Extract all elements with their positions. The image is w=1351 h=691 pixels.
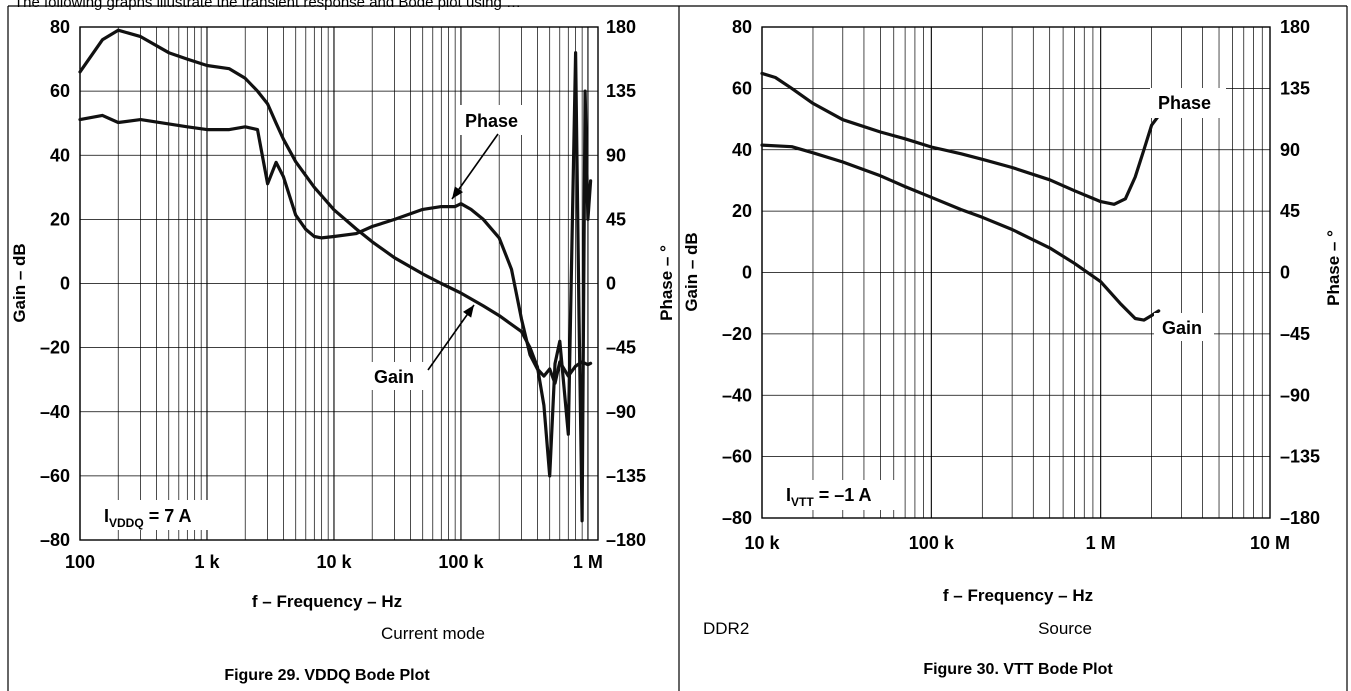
vddq-phase-arrow-line: [451, 133, 499, 200]
vtt-prefix-note: DDR2: [703, 619, 749, 638]
vddq-left-tick-label: –20: [40, 338, 70, 358]
vtt-right-tick-label: 45: [1280, 201, 1300, 221]
vddq-x-tick-label: 10 k: [316, 552, 352, 572]
vddq-gain-arrow-head: [462, 305, 474, 318]
vtt-phase-label-bg: [1150, 88, 1226, 118]
vddq-annotation-value: = 7 A: [144, 506, 192, 526]
vtt-annotation-value: = –1 A: [814, 485, 872, 505]
vtt-left-tick-label: 20: [732, 201, 752, 221]
vtt-right-tick-label: 0: [1280, 263, 1290, 283]
vddq-right-tick-label: 90: [606, 145, 626, 165]
vddq-right-axis-label: Phase – °: [657, 245, 676, 321]
vddq-x-tick-label: 1 M: [573, 552, 603, 572]
vtt-left-tick-label: –60: [722, 447, 752, 467]
vddq-left-tick-label: –40: [40, 402, 70, 422]
vddq-left-tick-label: 0: [60, 274, 70, 294]
vddq-gain-series-label: Gain: [374, 367, 414, 387]
vtt-x-axis-label: f – Frequency – Hz: [943, 586, 1093, 605]
vtt-gain-series-line: [760, 143, 1161, 322]
vddq-x-tick-label: 100 k: [438, 552, 484, 572]
vtt-phase-series-line: [760, 71, 1161, 206]
vddq-annotation-main: I: [104, 506, 109, 526]
vtt-left-tick-label: –40: [722, 385, 752, 405]
vddq-right-tick-label: 180: [606, 17, 636, 37]
vddq-left-tick-label: 60: [50, 81, 70, 101]
vtt-bode-chart: 80 60 40 20 0 –20 –40 –60 –80 180 135 90 45 0 –45 –90 –1…: [722, 17, 1320, 553]
vddq-phase-series-line: [78, 113, 593, 385]
vtt-left-tick-label: 60: [732, 78, 752, 98]
vddq-phase-arrow-head: [452, 186, 464, 199]
vddq-right-tick-label: 0: [606, 274, 616, 294]
vtt-x-tick-label: 10 k: [744, 533, 780, 553]
vddq-annotation-bg: [92, 500, 218, 530]
vtt-right-tick-label: –180: [1280, 508, 1320, 528]
vddq-left-tick-label: –60: [40, 466, 70, 486]
vtt-left-tick-label: 0: [742, 263, 752, 283]
vtt-left-axis-label: Gain – dB: [682, 232, 701, 311]
vtt-right-tick-label: –90: [1280, 385, 1310, 405]
vddq-left-tick-label: –80: [40, 530, 70, 550]
vddq-figure-caption: Figure 29. VDDQ Bode Plot: [224, 667, 430, 684]
vddq-current-annotation: IVDDQ = 7 A: [104, 506, 192, 530]
vtt-annotation-main: I: [786, 485, 791, 505]
vtt-left-tick-label: –20: [722, 324, 752, 344]
vtt-figure-caption: Figure 30. VTT Bode Plot: [923, 661, 1113, 678]
vddq-gain-arrow-line: [427, 304, 475, 371]
vtt-left-tick-label: 80: [732, 17, 752, 37]
vtt-left-tick-label: 40: [732, 140, 752, 160]
vtt-plot-frame: [761, 26, 1271, 519]
vtt-x-tick-label: 10 M: [1250, 533, 1290, 553]
vddq-right-tick-label: –135: [606, 466, 646, 486]
vddq-right-tick-label: –45: [606, 338, 636, 358]
vtt-x-tick-label: 100 k: [909, 533, 955, 553]
vddq-right-tick-label: 135: [606, 81, 636, 101]
vddq-x-axis-label: f – Frequency – Hz: [252, 592, 402, 611]
vddq-left-axis-label: Gain – dB: [10, 243, 29, 322]
vddq-x-tick-label: 100: [65, 552, 95, 572]
vtt-annotation-bg: [776, 480, 904, 510]
vtt-gain-label-bg: [1154, 313, 1214, 341]
vtt-right-tick-label: –45: [1280, 324, 1310, 344]
vddq-phase-label-bg: [458, 105, 528, 135]
vtt-right-tick-label: 180: [1280, 17, 1310, 37]
vddq-x-tick-label: 1 k: [194, 552, 220, 572]
vtt-gain-series-label: Gain: [1162, 318, 1202, 338]
vddq-annotation-subscript: VDDQ: [109, 516, 144, 530]
vddq-left-tick-label: 40: [50, 145, 70, 165]
vddq-right-tick-label: –180: [606, 530, 646, 550]
vtt-phase-series-label: Phase: [1158, 93, 1211, 113]
vddq-bode-chart: 80 60 40 20 0 –20 –40 –60 –80 180 135 90 45 0 –45 –90 –1…: [40, 17, 646, 572]
vddq-gain-series-line: [78, 28, 593, 523]
vtt-mode-note: Source: [1038, 619, 1092, 638]
vddq-gain-label-bg: [364, 362, 424, 390]
vtt-right-tick-label: 90: [1280, 140, 1300, 160]
vddq-phase-series-label: Phase: [465, 111, 518, 131]
vtt-right-tick-label: 135: [1280, 78, 1310, 98]
vddq-mode-note: Current mode: [381, 624, 485, 643]
vtt-right-tick-label: –135: [1280, 447, 1320, 467]
vddq-left-tick-label: 20: [50, 209, 70, 229]
vtt-left-tick-label: –80: [722, 508, 752, 528]
vddq-plot-frame: [79, 26, 599, 541]
vtt-x-tick-label: 1 M: [1086, 533, 1116, 553]
vtt-annotation-subscript: VTT: [791, 495, 814, 509]
vddq-left-tick-label: 80: [50, 17, 70, 37]
vddq-right-tick-label: 45: [606, 209, 626, 229]
vddq-right-tick-label: –90: [606, 402, 636, 422]
vtt-right-axis-label: Phase – °: [1324, 230, 1343, 306]
vtt-current-annotation: IVTT = –1 A: [786, 485, 872, 509]
